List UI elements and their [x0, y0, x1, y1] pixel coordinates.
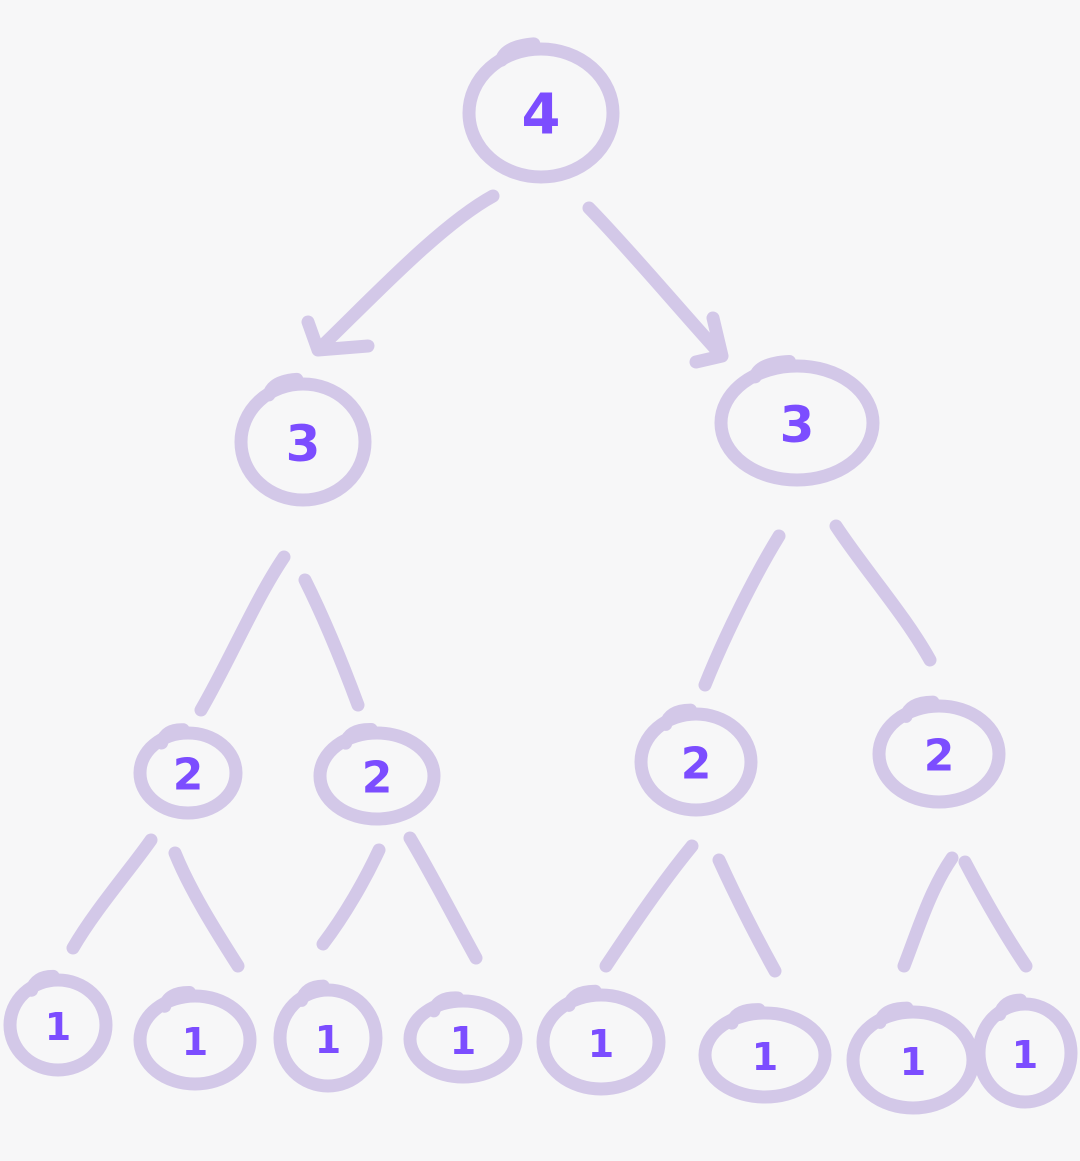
node-circle-overlap-stroke	[725, 1003, 766, 1030]
edges-layer	[66, 189, 1033, 978]
arrow-edge	[301, 189, 500, 357]
node-circle-overlap-stroke	[562, 984, 602, 1012]
tree-node-level-3: 1	[273, 979, 383, 1093]
node-circle	[234, 377, 372, 507]
tree-node-level-2: 2	[313, 723, 441, 826]
node-circle-overlap-stroke	[295, 979, 330, 1007]
node-circle-overlap-stroke	[262, 372, 304, 402]
tree-node-level-0: 4	[462, 37, 620, 184]
node-circle	[714, 359, 880, 487]
node-circle	[536, 988, 666, 1096]
node-label: 1	[1012, 1033, 1038, 1077]
arrow-edge	[582, 201, 729, 369]
tree-edge	[194, 550, 291, 717]
tree-node-level-3: 1	[698, 1003, 832, 1104]
tree-edge	[829, 519, 937, 667]
node-circle	[133, 989, 257, 1091]
tree-edge	[599, 839, 699, 973]
node-circle	[872, 699, 1006, 809]
tree-edge	[298, 573, 365, 712]
node-label: 1	[900, 1040, 926, 1084]
node-circle-overlap-stroke	[25, 969, 60, 997]
tree-edge	[66, 833, 158, 955]
node-label: 2	[173, 750, 204, 801]
node-circle-overlap-stroke	[427, 991, 465, 1018]
node-label: 4	[522, 83, 561, 148]
node-label: 2	[681, 739, 712, 790]
tree-edge	[958, 855, 1033, 973]
node-circle	[634, 707, 758, 817]
tree-node-level-2: 2	[634, 703, 758, 817]
node-label: 1	[450, 1019, 476, 1063]
node-circle-overlap-stroke	[155, 723, 190, 750]
node-circle	[313, 726, 441, 826]
tree-node-level-3: 1	[846, 1001, 980, 1115]
node-circle-overlap-stroke	[993, 993, 1027, 1021]
node-label: 1	[752, 1035, 778, 1079]
node-label: 1	[45, 1005, 71, 1049]
tree-node-level-2: 2	[133, 723, 243, 820]
tree-node-level-3: 1	[403, 991, 523, 1084]
tree-node-level-3: 1	[972, 993, 1078, 1109]
tree-node-level-1: 3	[714, 354, 880, 487]
node-label: 3	[286, 415, 321, 473]
node-circle-overlap-stroke	[494, 37, 541, 67]
node-label: 2	[924, 731, 955, 782]
node-circle	[462, 42, 620, 184]
node-label: 3	[780, 396, 815, 454]
node-circle-overlap-stroke	[339, 723, 378, 750]
node-label: 2	[362, 753, 393, 804]
tree-edge	[712, 853, 782, 978]
node-circle-overlap-stroke	[873, 1001, 914, 1029]
tree-edge	[316, 843, 386, 951]
node-circle-overlap-stroke	[158, 985, 196, 1013]
tree-node-level-3: 1	[133, 985, 257, 1091]
node-label: 1	[182, 1020, 208, 1064]
tree-node-level-1: 3	[234, 372, 372, 507]
tree-node-level-3: 1	[536, 984, 666, 1096]
node-label: 1	[588, 1022, 614, 1066]
node-circle-overlap-stroke	[748, 354, 796, 384]
tree-node-level-3: 1	[3, 969, 113, 1077]
tree-edge	[403, 831, 483, 965]
tree-edge	[168, 846, 245, 973]
node-label: 1	[315, 1018, 341, 1062]
tree-node-level-2: 2	[872, 695, 1006, 809]
tree-edge	[698, 529, 786, 692]
node-circle-overlap-stroke	[659, 703, 697, 731]
nodes-layer: 1 1 2 1 1 2 3 1 1 2 1 1 2 3 4	[3, 37, 1078, 1115]
node-circle-overlap-stroke	[899, 695, 940, 723]
node-circle	[698, 1006, 832, 1104]
tree-edge	[897, 851, 959, 973]
